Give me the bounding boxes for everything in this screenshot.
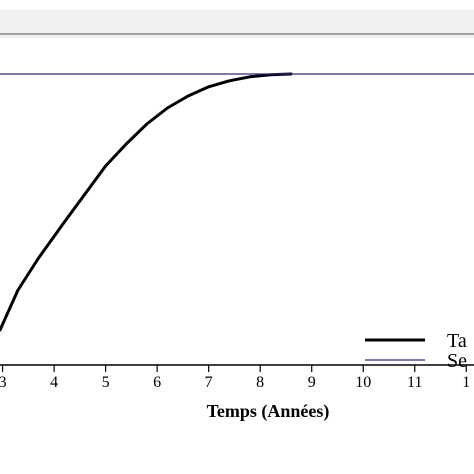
legend-label: Se <box>447 350 467 372</box>
x-tick-label: 6 <box>153 374 161 391</box>
x-tick-label: 4 <box>50 374 58 391</box>
plot-area <box>0 33 474 332</box>
legend-label: Ta <box>447 330 467 352</box>
x-tick-label: 8 <box>256 374 264 391</box>
x-tick-label: 9 <box>308 374 316 391</box>
x-tick-label: 7 <box>205 374 213 391</box>
x-tick-label: 3 <box>0 374 7 391</box>
x-axis: 3 4 5 6 7 8 9 10 11 1 <box>0 364 474 391</box>
x-tick-label: 11 <box>407 374 422 391</box>
x-tick-label: 5 <box>102 374 110 391</box>
series-line-1 <box>0 72 293 332</box>
top-band <box>0 10 474 38</box>
x-tick-label: 10 <box>355 374 371 391</box>
x-tick-label: 1 <box>462 374 470 391</box>
x-axis-title: Temps (Années) <box>207 401 330 422</box>
